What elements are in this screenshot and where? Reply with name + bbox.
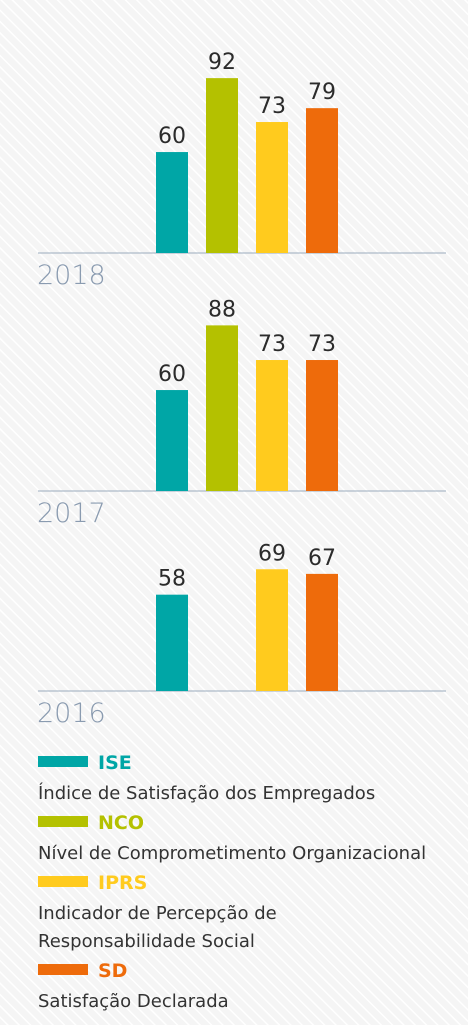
value-label: 73 [308, 332, 336, 357]
bar [306, 108, 338, 254]
legend-description: Responsabilidade Social [38, 931, 255, 952]
year-label: 2018 [37, 260, 106, 291]
legend-code: NCO [98, 812, 144, 834]
bar [256, 360, 288, 491]
bar [306, 573, 338, 691]
year-label: 2017 [37, 498, 106, 529]
value-label: 69 [258, 541, 286, 566]
value-label: 92 [208, 50, 236, 75]
legend-swatch [38, 964, 88, 975]
bar [156, 152, 188, 253]
bar [206, 78, 238, 254]
legend-swatch [38, 816, 88, 827]
legend-swatch [38, 756, 88, 767]
value-label: 73 [258, 94, 286, 119]
value-label: 79 [308, 80, 336, 105]
value-label: 88 [208, 297, 236, 322]
bar [156, 594, 188, 691]
legend-description: Índice de Satisfação dos Empregados [38, 782, 375, 804]
legend-swatch [38, 876, 88, 887]
legend-description: Indicador de Percepção de [38, 903, 277, 924]
bar [306, 360, 338, 491]
legend-code: SD [98, 960, 127, 982]
value-label: 58 [158, 567, 186, 592]
value-label: 60 [158, 124, 186, 149]
legend-code: ISE [98, 752, 132, 774]
legend-description: Satisfação Declarada [38, 991, 229, 1012]
value-label: 60 [158, 362, 186, 387]
bar [256, 122, 288, 253]
legend-description: Nível de Comprometimento Organizacional [38, 843, 426, 864]
value-label: 73 [258, 332, 286, 357]
bar [256, 569, 288, 691]
bar [156, 390, 188, 491]
value-label: 67 [308, 546, 336, 571]
bar [206, 325, 238, 491]
year-label: 2016 [37, 698, 106, 729]
legend-code: IPRS [98, 872, 147, 894]
